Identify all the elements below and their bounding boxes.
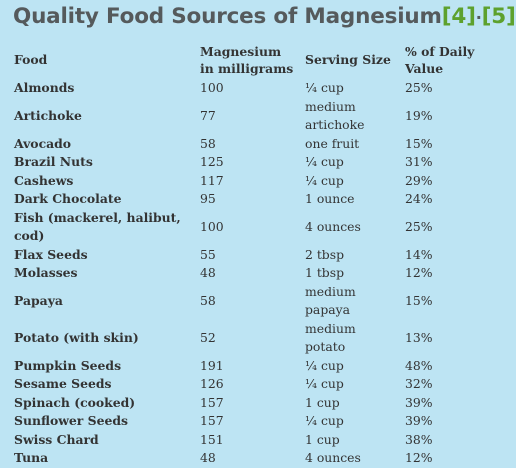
reference-link-5[interactable]: [5] [481,4,516,29]
magnesium-cell: 157 [200,394,224,410]
table-row: Papaya 58 medium papaya 15% [10,283,509,320]
food-cell: Tuna [14,450,49,465]
food-cell: Papaya [14,292,63,308]
food-cell: Avocado [14,135,72,151]
table-row: Avocado 58 one fruit 15% [10,135,509,154]
serving-size-cell: ¼ cup [305,357,344,373]
table-row: Tuna 48 4 ounces 12% [10,449,509,468]
serving-size-cell: ¼ cup [305,172,344,188]
serving-size-cell: 2 tbsp [305,246,345,262]
magnesium-cell: 55 [200,246,216,262]
food-cell: Cashews [14,172,74,188]
food-cell: Molasses [14,265,78,280]
column-header-daily-value: % of Daily Value [405,43,475,76]
serving-size-cell: medium artichoke [305,98,365,133]
serving-size-cell: 1 cup [305,394,340,410]
daily-value-cell: 19% [405,107,433,123]
table-row: Sunflower Seeds 157 ¼ cup 39% [10,412,509,431]
table-row: Sesame Seeds 126 ¼ cup 32% [10,375,509,394]
serving-size-cell: 1 ounce [305,191,355,206]
food-cell: Pumpkin Seeds [14,357,122,373]
daily-value-cell: 24% [405,191,433,206]
magnesium-table: Food Magnesium in milligrams Serving Siz… [10,40,509,468]
reference-link-4[interactable]: [4] [441,4,476,29]
daily-value-cell: 15% [405,292,433,308]
table-row: Spinach (cooked) 157 1 cup 39% [10,394,509,413]
daily-value-cell: 31% [405,154,433,169]
food-cell: Artichoke [14,107,82,123]
column-header-magnesium: Magnesium in milligrams [200,43,294,76]
magnesium-cell: 100 [200,218,224,234]
food-cell: Sesame Seeds [14,376,112,391]
table-row: Flax Seeds 55 2 tbsp 14% [10,246,509,265]
table-header-row: Food Magnesium in milligrams Serving Siz… [10,40,509,79]
food-cell: Sunflower Seeds [14,413,128,428]
magnesium-cell: 157 [200,413,224,428]
daily-value-cell: 48% [405,357,433,373]
title-text: Quality Food Sources of Magnesium [13,4,442,29]
daily-value-cell: 29% [405,172,433,188]
magnesium-cell: 191 [200,357,224,373]
magnesium-cell: 77 [200,107,216,123]
serving-size-cell: medium papaya [305,283,356,318]
food-cell: Spinach (cooked) [14,394,136,410]
table-row: Almonds 100 ¼ cup 25% [10,79,509,98]
serving-size-cell: one fruit [305,135,360,151]
magnesium-cell: 58 [200,292,216,308]
table-row: Pumpkin Seeds 191 ¼ cup 48% [10,357,509,376]
food-cell: Flax Seeds [14,246,88,262]
table-body: Almonds 100 ¼ cup 25% Artichoke 77 medium arti… [10,79,509,468]
page-title: Quality Food Sources of Magnesium[4]·[5] [13,4,516,29]
table-row: Artichoke 77 medium artichoke 19% [10,98,509,135]
daily-value-cell: 25% [405,80,433,95]
daily-value-cell: 25% [405,218,433,234]
serving-size-cell: ¼ cup [305,413,344,428]
daily-value-cell: 13% [405,329,433,345]
magnesium-cell: 151 [200,431,224,447]
magnesium-cell: 125 [200,154,224,169]
table-row: Molasses 48 1 tbsp 12% [10,264,509,283]
daily-value-cell: 12% [405,265,433,280]
serving-size-cell: medium potato [305,320,356,355]
food-cell: Swiss Chard [14,431,99,447]
daily-value-cell: 38% [405,431,433,447]
magnesium-cell: 126 [200,376,224,391]
table-row: Fish (mackerel, halibut, cod) 100 4 ounces… [10,209,509,246]
food-cell: Dark Chocolate [14,191,122,206]
table-row: Dark Chocolate 95 1 ounce 24% [10,190,509,209]
serving-size-cell: 1 cup [305,431,340,447]
table-row: Potato (with skin) 52 medium potato 13% [10,320,509,357]
food-cell: Fish (mackerel, halibut, cod) [14,209,181,244]
daily-value-cell: 39% [405,394,433,410]
page: { "title": { "text": "Quality Food Sourc… [13,4,516,465]
food-cell: Brazil Nuts [14,154,93,169]
magnesium-cell: 95 [200,191,216,206]
table-row: Swiss Chard 151 1 cup 38% [10,431,509,450]
table-row: Brazil Nuts 125 ¼ cup 31% [10,153,509,172]
serving-size-cell: 4 ounces [305,450,361,465]
daily-value-cell: 32% [405,376,433,391]
serving-size-cell: 1 tbsp [305,265,345,280]
column-header-serving-size: Serving Size [305,52,391,67]
table-row: Cashews 117 ¼ cup 29% [10,172,509,191]
serving-size-cell: 4 ounces [305,218,361,234]
daily-value-cell: 39% [405,413,433,428]
column-header-food: Food [14,52,48,67]
reference-separator: · [475,8,482,27]
magnesium-cell: 117 [200,172,224,188]
serving-size-cell: ¼ cup [305,80,344,95]
magnesium-cell: 58 [200,135,216,151]
magnesium-cell: 48 [200,450,216,465]
food-cell: Almonds [14,80,75,95]
food-cell: Potato (with skin) [14,329,139,345]
daily-value-cell: 12% [405,450,433,465]
daily-value-cell: 14% [405,246,433,262]
magnesium-cell: 48 [200,265,216,280]
magnesium-cell: 52 [200,329,216,345]
magnesium-cell: 100 [200,80,224,95]
serving-size-cell: ¼ cup [305,376,344,391]
serving-size-cell: ¼ cup [305,154,344,169]
daily-value-cell: 15% [405,135,433,151]
